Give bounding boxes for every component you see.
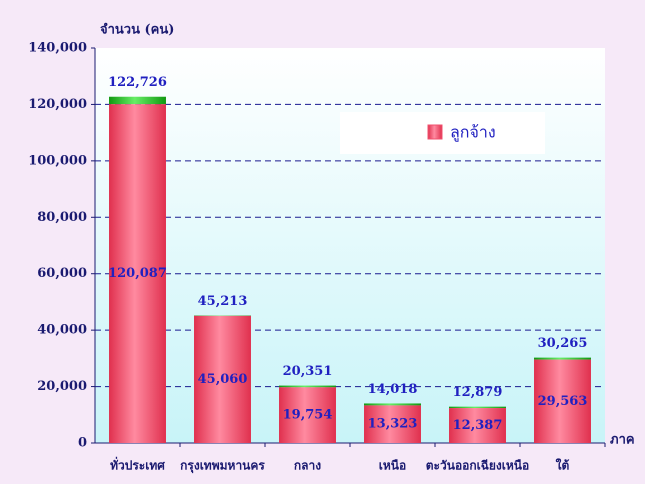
x-tick-label: กลาง [294, 459, 321, 473]
bar [279, 387, 336, 443]
bar [534, 359, 591, 443]
value-label: 19,754 [283, 408, 333, 423]
total-cap [534, 357, 591, 360]
y-tick-label: 120,000 [28, 97, 87, 112]
x-tick-label: ทั่วประเทศ [110, 457, 165, 473]
x-tick-label: เหนือ [379, 459, 406, 473]
bar [109, 104, 166, 443]
legend-label: ลูกจ้าง [450, 123, 496, 143]
total-label: 20,351 [283, 364, 333, 379]
y-tick-label: 60,000 [37, 266, 87, 281]
bar [449, 408, 506, 443]
total-cap [279, 385, 336, 388]
x-tick-label: ใต้ [556, 458, 570, 473]
x-tick-label: กรุงเทพมหานคร [180, 459, 265, 474]
y-tick-label: 40,000 [37, 323, 87, 338]
value-label: 29,563 [538, 394, 588, 409]
total-cap [449, 406, 506, 409]
value-label: 45,060 [198, 372, 248, 387]
x-axis-label: ภาค [610, 433, 635, 448]
legend-swatch [427, 124, 443, 140]
total-label: 12,879 [453, 385, 503, 400]
y-tick-label: 80,000 [37, 210, 87, 225]
total-cap [109, 96, 166, 105]
total-label: 14,018 [368, 382, 418, 397]
total-cap [364, 403, 421, 406]
bar [364, 405, 421, 443]
total-label: 122,726 [108, 75, 167, 90]
total-label: 45,213 [198, 294, 248, 309]
total-label: 30,265 [538, 336, 588, 351]
y-tick-label: 20,000 [37, 379, 87, 394]
value-label: 120,087 [108, 266, 167, 281]
plot-area [95, 48, 605, 443]
y-tick-label: 0 [78, 436, 87, 451]
value-label: 13,323 [368, 417, 418, 432]
x-tick-label: ตะวันออกเฉียงเหนือ [426, 459, 529, 473]
chart-title: จำนวน (คน) [100, 22, 174, 38]
y-tick-label: 100,000 [28, 153, 87, 168]
bar [194, 315, 251, 443]
value-label: 12,387 [453, 418, 503, 433]
y-tick-label: 140,000 [28, 41, 87, 56]
